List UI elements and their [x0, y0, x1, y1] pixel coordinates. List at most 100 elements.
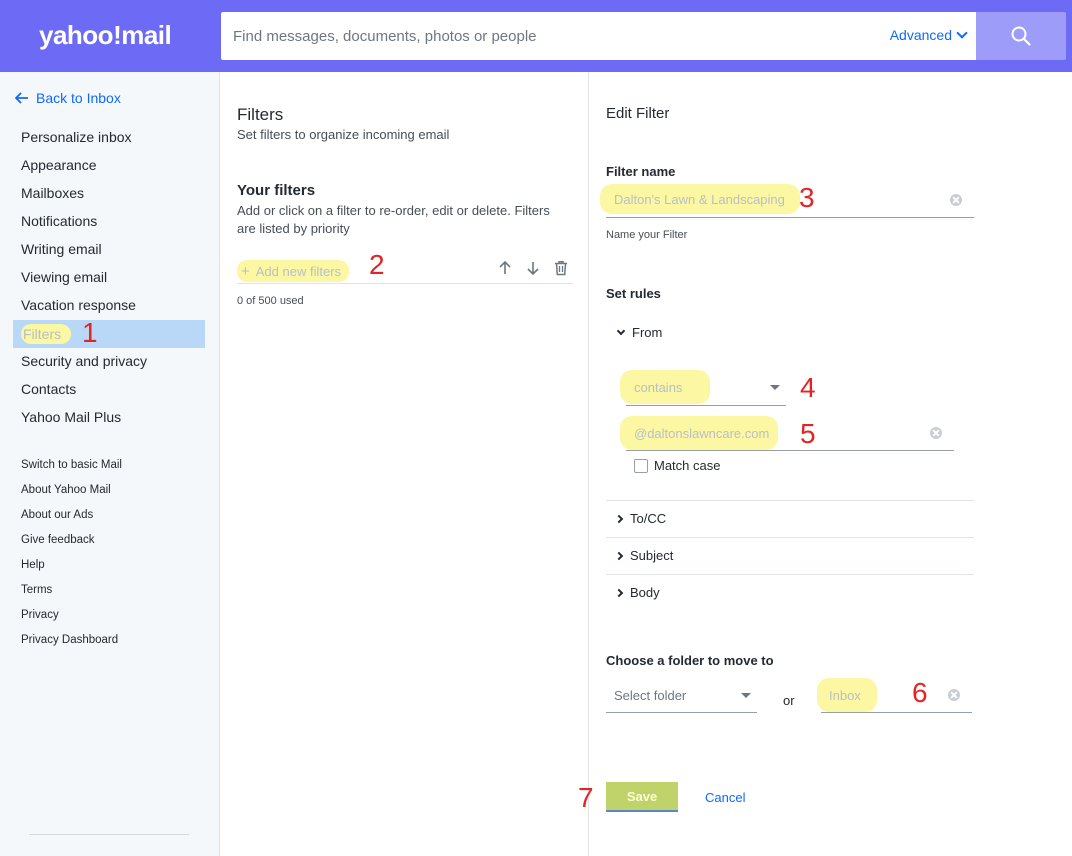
- annotation-number: 5: [800, 418, 816, 449]
- set-rules-label: Set rules: [606, 286, 661, 301]
- filter-order-controls: [497, 260, 569, 276]
- your-filters-heading: Your filters: [237, 182, 316, 199]
- chevron-right-icon: [614, 514, 624, 523]
- folder-name-field[interactable]: Inbox: [817, 678, 972, 713]
- privacy-link[interactable]: Privacy: [21, 609, 59, 621]
- highlight-mark: [620, 370, 710, 404]
- dropdown-caret-icon: [741, 693, 751, 698]
- filters-used-count: 0 of 500 used: [237, 295, 304, 307]
- chevron-down-icon: [956, 27, 968, 39]
- sidebar-item-filters-label: Filters: [21, 324, 72, 344]
- arrow-down-icon[interactable]: [525, 260, 541, 276]
- filters-panel: Filters Set filters to organize incoming…: [221, 72, 589, 856]
- about-ads-link[interactable]: About our Ads: [21, 509, 94, 521]
- rule-tocc-label: To/CC: [630, 511, 667, 526]
- divider: [606, 500, 974, 501]
- clear-icon[interactable]: [950, 194, 962, 206]
- search-button[interactable]: [976, 12, 1066, 60]
- filter-name-helper: Name your Filter: [606, 229, 688, 241]
- clear-icon[interactable]: [948, 689, 960, 701]
- edit-filter-title: Edit Filter: [606, 105, 670, 122]
- match-case-label: Match case: [654, 458, 721, 473]
- settings-sidebar: Back to Inbox Personalize inbox Appearan…: [0, 72, 220, 856]
- from-match-field[interactable]: @daltonslawncare.com: [620, 416, 954, 451]
- select-folder-dropdown[interactable]: Select folder: [606, 678, 757, 713]
- chevron-down-icon: [616, 326, 626, 336]
- search-icon: [1011, 26, 1031, 46]
- sidebar-item-yahoo-mail-plus[interactable]: Yahoo Mail Plus: [21, 409, 122, 425]
- filter-name-field[interactable]: Dalton's Lawn & Landscaping: [600, 184, 974, 218]
- give-feedback-link[interactable]: Give feedback: [21, 534, 95, 546]
- privacy-dashboard-link[interactable]: Privacy Dashboard: [21, 634, 119, 646]
- annotation-number: 1: [82, 317, 98, 348]
- chevron-right-icon: [614, 588, 624, 597]
- select-folder-value: Select folder: [614, 688, 687, 703]
- terms-link[interactable]: Terms: [21, 584, 53, 596]
- advanced-search-button[interactable]: Advanced: [889, 27, 968, 43]
- advanced-label: Advanced: [889, 27, 952, 43]
- cancel-button[interactable]: Cancel: [705, 790, 746, 805]
- sidebar-divider: [29, 834, 189, 835]
- help-link[interactable]: Help: [21, 559, 45, 571]
- clear-icon[interactable]: [930, 427, 942, 439]
- app-header: yahoo!mail Advanced: [0, 0, 1072, 72]
- yahoo-mail-logo[interactable]: yahoo!mail: [39, 20, 172, 50]
- highlight-mark: [817, 678, 877, 712]
- rule-tocc-header[interactable]: To/CC: [606, 500, 974, 537]
- from-match-value: @daltonslawncare.com: [634, 426, 770, 441]
- save-button[interactable]: Save: [606, 782, 678, 812]
- plus-icon: +: [241, 262, 250, 280]
- rule-subject-label: Subject: [630, 548, 674, 563]
- sidebar-item-personalize-inbox[interactable]: Personalize inbox: [21, 129, 132, 145]
- back-to-inbox-link[interactable]: Back to Inbox: [15, 90, 121, 106]
- condition-select[interactable]: contains: [620, 370, 786, 406]
- your-filters-description: Add or click on a filter to re-order, ed…: [237, 203, 550, 236]
- filters-toolbar: + Add new filters: [237, 256, 573, 284]
- chevron-right-icon: [614, 551, 624, 560]
- rule-from-label: From: [632, 325, 663, 340]
- about-yahoo-mail-link[interactable]: About Yahoo Mail: [21, 484, 111, 496]
- highlight-mark: [600, 184, 800, 214]
- filter-name-value: Dalton's Lawn & Landscaping: [614, 192, 785, 207]
- rule-body-header[interactable]: Body: [606, 574, 974, 611]
- or-label: or: [783, 693, 795, 708]
- annotation-number: 7: [578, 782, 594, 813]
- sidebar-item-contacts[interactable]: Contacts: [21, 381, 77, 397]
- add-new-filters-label: Add new filters: [255, 263, 342, 279]
- back-label: Back to Inbox: [36, 90, 121, 106]
- rule-body-label: Body: [630, 585, 660, 600]
- sidebar-item-filters[interactable]: Filters: [13, 320, 205, 348]
- rule-subject-header[interactable]: Subject: [606, 537, 974, 574]
- annotation-number: 3: [799, 182, 815, 213]
- edit-filter-panel: Edit Filter Filter name Dalton's Lawn & …: [590, 72, 1072, 856]
- condition-value: contains: [634, 380, 683, 395]
- sidebar-item-appearance[interactable]: Appearance: [21, 157, 97, 173]
- choose-folder-label: Choose a folder to move to: [606, 653, 774, 668]
- switch-basic-mail-link[interactable]: Switch to basic Mail: [21, 459, 122, 471]
- search-bar: Advanced: [221, 12, 976, 60]
- sidebar-item-vacation-response[interactable]: Vacation response: [21, 297, 136, 313]
- arrow-up-icon[interactable]: [497, 260, 513, 276]
- annotation-number: 2: [369, 249, 385, 280]
- rule-from-header[interactable]: From: [606, 314, 974, 351]
- annotation-number: 4: [800, 372, 816, 403]
- sidebar-item-viewing-email[interactable]: Viewing email: [21, 269, 108, 285]
- search-input[interactable]: [233, 12, 873, 60]
- filters-subtitle: Set filters to organize incoming email: [237, 127, 450, 142]
- sidebar-item-security-privacy[interactable]: Security and privacy: [21, 353, 148, 369]
- match-case-checkbox[interactable]: [634, 459, 648, 473]
- annotation-number: 6: [912, 677, 928, 708]
- filter-name-label: Filter name: [606, 164, 676, 179]
- divider: [606, 574, 974, 575]
- trash-icon[interactable]: [553, 260, 569, 276]
- dropdown-caret-icon: [770, 385, 780, 390]
- arrow-left-icon: [15, 92, 28, 104]
- filters-title: Filters: [237, 105, 284, 124]
- divider: [606, 537, 974, 538]
- folder-name-value: Inbox: [829, 688, 861, 703]
- sidebar-item-notifications[interactable]: Notifications: [21, 213, 98, 229]
- sidebar-item-mailboxes[interactable]: Mailboxes: [21, 185, 85, 201]
- highlight-mark: [620, 416, 778, 450]
- add-new-filters-button[interactable]: + Add new filters: [237, 260, 350, 282]
- sidebar-item-writing-email[interactable]: Writing email: [21, 241, 102, 257]
